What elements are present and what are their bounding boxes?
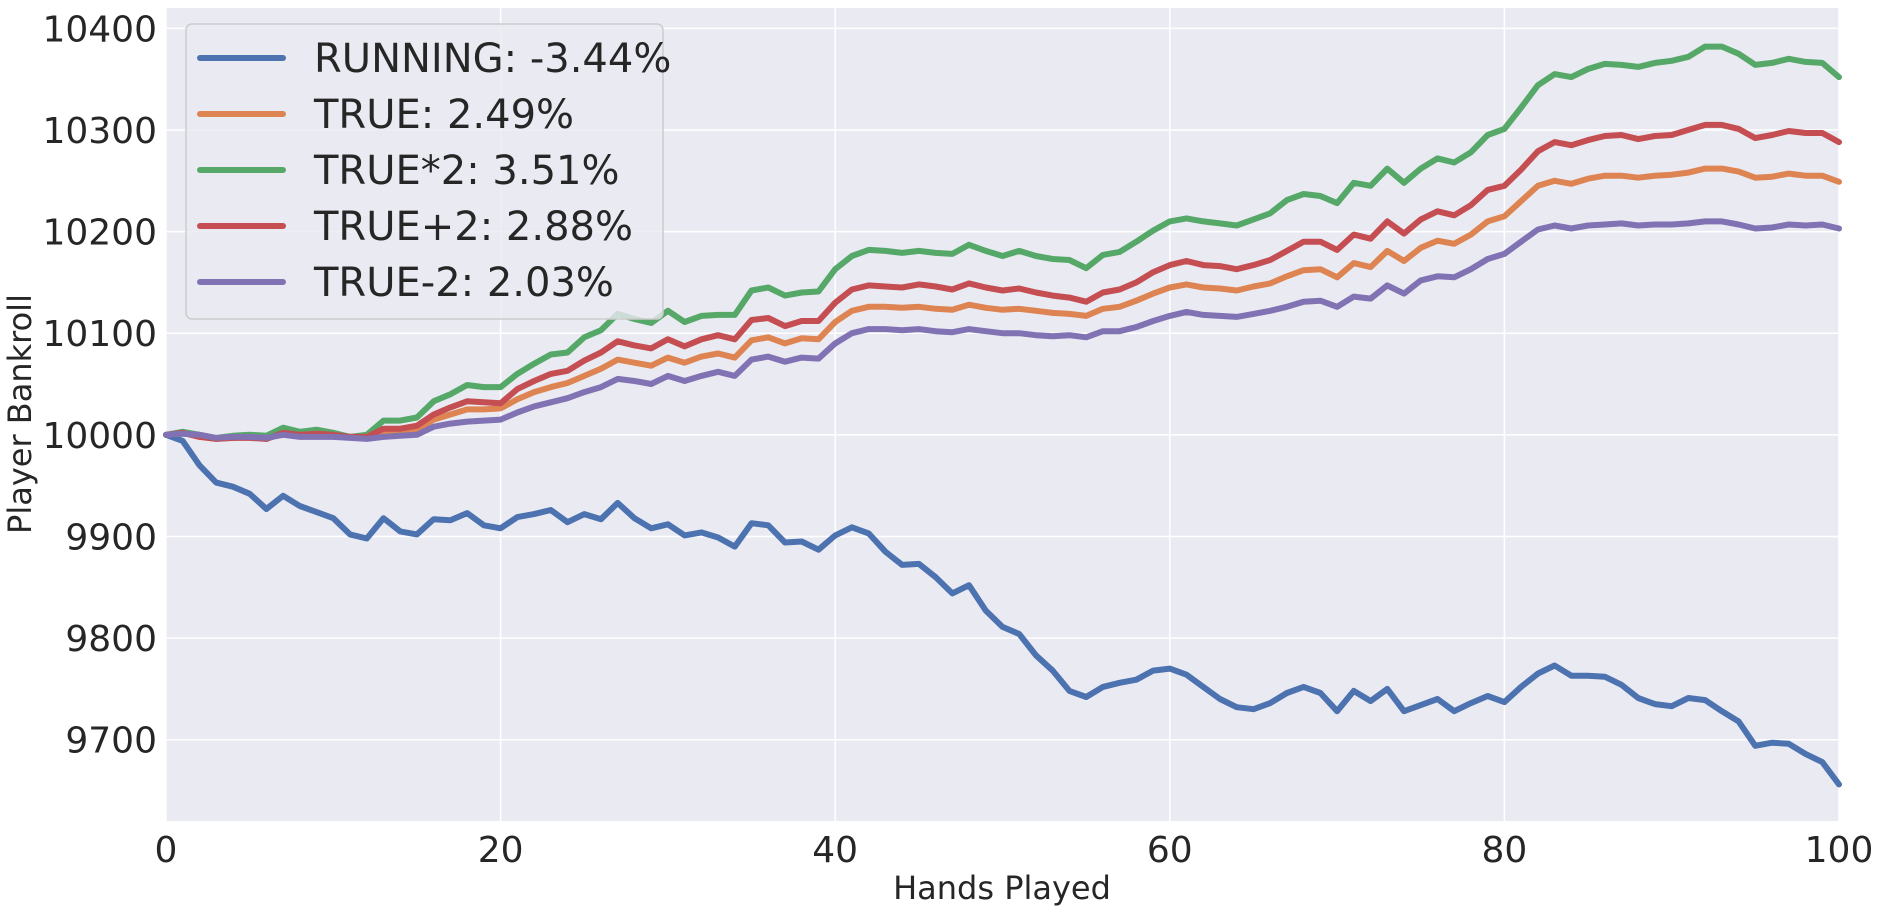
legend: RUNNING: -3.44% TRUE: 2.49% TRUE*2: 3.51% T… — [185, 23, 671, 320]
y-tick-label: 9900 — [65, 517, 157, 558]
x-axis-label: Hands Played — [893, 869, 1111, 907]
y-tick-label: 9800 — [65, 619, 157, 660]
series-lines — [163, 43, 1842, 788]
legend-label: TRUE-2: 2.03% — [313, 260, 614, 306]
y-tick-label: 9700 — [65, 721, 157, 762]
series-line-0 — [163, 431, 1842, 788]
series-line-1 — [163, 165, 1842, 442]
legend-box — [185, 23, 664, 320]
x-axis-ticks: 0 20 40 60 80 100 — [155, 830, 1874, 871]
y-tick-label: 10300 — [42, 111, 157, 152]
legend-label: RUNNING: -3.44% — [314, 36, 671, 82]
x-tick-label: 40 — [812, 830, 858, 871]
y-tick-label: 10000 — [42, 416, 157, 457]
legend-label: TRUE+2: 2.88% — [313, 204, 633, 250]
series-line-2 — [163, 43, 1842, 441]
y-tick-label: 10400 — [42, 9, 157, 50]
y-axis-ticks: 9700 9800 9900 10000 10100 10200 10300 10400 — [42, 9, 157, 761]
x-tick-label: 80 — [1481, 830, 1527, 871]
legend-label: TRUE*2: 3.51% — [313, 148, 620, 194]
x-tick-label: 20 — [478, 830, 524, 871]
y-tick-label: 10100 — [42, 314, 157, 355]
x-tick-label: 100 — [1805, 830, 1874, 871]
y-tick-label: 10200 — [42, 213, 157, 254]
legend-label: TRUE: 2.49% — [313, 92, 574, 138]
y-axis-label: Player Bankroll — [1, 294, 39, 534]
series-line-3 — [163, 121, 1842, 442]
x-tick-label: 0 — [155, 830, 178, 871]
series-line-4 — [163, 218, 1842, 442]
x-tick-label: 60 — [1147, 830, 1193, 871]
